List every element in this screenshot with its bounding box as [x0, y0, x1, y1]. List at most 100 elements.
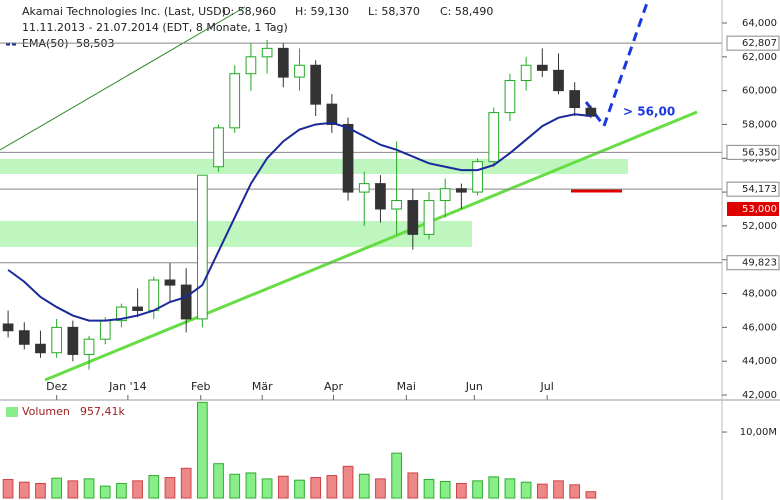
support-zone [0, 221, 472, 247]
ema-line [7, 113, 591, 322]
candle-body [456, 188, 467, 193]
volume-bar [261, 478, 273, 499]
volume-bar [520, 481, 532, 499]
volume-bar [391, 452, 402, 499]
volume-bar [553, 480, 564, 499]
legend-volume: Volumen [22, 405, 70, 418]
candle-body [520, 64, 532, 81]
volume-bar [213, 463, 224, 499]
level-label: 49,823 [742, 258, 777, 269]
legend-volume-value: 957,41k [80, 405, 125, 418]
candle-body [261, 47, 273, 58]
x-tick-label: Dez [46, 380, 67, 393]
candle-body [342, 123, 354, 193]
x-tick-label: Jul [540, 380, 554, 393]
candle-body [99, 320, 111, 340]
candle-body [536, 64, 548, 71]
target-label: 53,000 [742, 204, 777, 215]
volume-bar [439, 481, 451, 499]
level-box [726, 144, 780, 160]
y-tick-label: 60,000 [742, 86, 777, 97]
y-tick-label: 48,000 [742, 289, 777, 300]
volume-bar [326, 475, 338, 499]
ohlc: H: 59,130 [295, 5, 349, 18]
volume-bar [569, 484, 581, 499]
candle-body [423, 200, 435, 235]
candle-body [18, 330, 30, 345]
volume-bar [2, 479, 14, 499]
candle-body [472, 161, 483, 193]
y-tick-label: 62,000 [742, 52, 777, 63]
volume-bar [472, 480, 483, 499]
ohlc: O: 58,960 [222, 5, 276, 18]
candle-body [569, 90, 581, 109]
volume-bar [116, 482, 127, 499]
x-tick-label: Jan '14 [108, 380, 146, 393]
candle-body [277, 47, 289, 78]
candle-body [51, 326, 63, 354]
candle-body [358, 183, 370, 193]
candle-body [439, 188, 451, 202]
volume-bar [407, 472, 419, 499]
level-label: 56,350 [742, 147, 777, 158]
candle-body [310, 64, 322, 105]
x-tick-label: Jun [465, 380, 483, 393]
candle-body [2, 323, 14, 332]
candle-body [391, 200, 402, 210]
trend-line [0, 6, 246, 151]
candle-body [180, 284, 192, 320]
level-box [726, 35, 780, 51]
ohlc: L: 58,370 [368, 5, 420, 18]
level-box [726, 255, 780, 271]
title: Akamai Technologies Inc. (Last, USD) [22, 5, 226, 18]
volume-bar [196, 401, 208, 499]
volume-bar [488, 476, 500, 499]
volume-bar [358, 473, 370, 499]
x-tick-label: Mär [252, 380, 273, 393]
volume-bar [585, 491, 597, 499]
candle-body [488, 112, 500, 163]
volume-bar [51, 477, 63, 499]
volume-bar [310, 477, 322, 499]
candle-body [375, 183, 386, 210]
candle-body [67, 326, 79, 355]
support-zone [0, 159, 628, 174]
candle-body [504, 79, 516, 114]
y-tick-label: 58,000 [742, 119, 777, 130]
volume-bar [132, 480, 143, 499]
volume-bar [456, 482, 467, 499]
projection [584, 0, 650, 130]
volume-bar [35, 482, 46, 499]
volume-bar [229, 473, 241, 499]
volume-bar [294, 479, 305, 499]
volume-tick-label: 10,00M [740, 427, 777, 438]
candle-body [326, 103, 338, 125]
volume-bar [536, 483, 548, 499]
y-tick-label: 46,000 [742, 322, 777, 333]
candle-body [407, 200, 419, 235]
ohlc: C: 58,490 [440, 5, 493, 18]
candle-body [35, 343, 46, 354]
volume-bar [277, 475, 289, 499]
subtitle: 11.11.2013 - 21.07.2014 (EDT, 8 Monate, … [22, 21, 288, 34]
volume-bar [180, 467, 192, 499]
x-tick-label: Apr [324, 380, 344, 393]
candle-body [83, 338, 95, 355]
volume-bar [342, 465, 354, 499]
target-box [727, 202, 779, 216]
legend-swatch [6, 407, 18, 417]
x-tick-label: Mai [397, 380, 416, 393]
y-tick-label: 42,000 [742, 390, 777, 401]
y-tick-label: 52,000 [742, 221, 777, 232]
volume-bar [148, 475, 160, 499]
candle-body [196, 174, 208, 320]
trend-line [44, 110, 698, 382]
candle-body [553, 69, 564, 92]
candle-body [245, 56, 257, 75]
level-label: 62,807 [742, 38, 777, 49]
volume-bar [99, 485, 111, 499]
annotation: > 56,00 [623, 105, 675, 119]
volume-bar [423, 479, 435, 499]
volume-bar [164, 477, 176, 499]
